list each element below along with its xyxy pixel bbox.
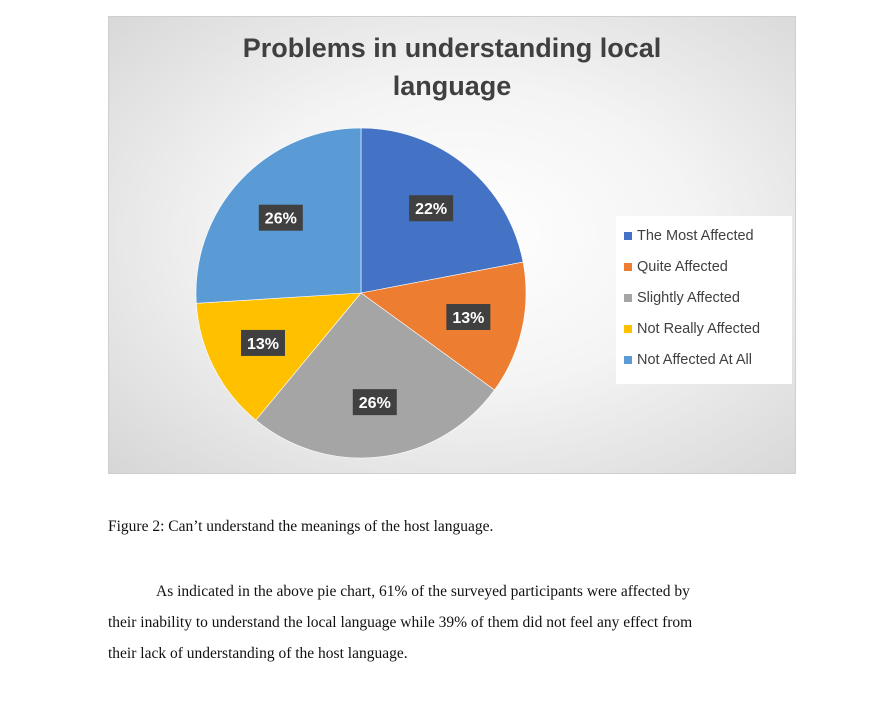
chart-title-line-2: language [392,71,512,101]
legend-label: Not Really Affected [637,321,761,337]
legend-swatch [624,325,632,333]
figure-caption: Figure 2: Can’t understand the meanings … [108,518,494,535]
legend-swatch [624,356,632,364]
legend-label: Quite Affected [637,259,728,275]
legend-label: Not Affected At All [637,352,753,368]
paragraph-line-3: their lack of understanding of the host … [108,645,408,662]
pie-label-the-most-affected: 22% [409,195,454,222]
legend-swatch [624,232,632,240]
legend-item-the-most-affected: The Most Affected [624,226,754,246]
pie-slice-slightly-affected [255,292,495,459]
legend-label: Slightly Affected [637,290,740,306]
pie-label-text: 26% [265,211,297,228]
pie-label-text: 22% [415,201,447,218]
legend-item-not-really-affected: Not Really Affected [624,319,760,339]
pie-label-background [258,204,303,231]
pie-label-not-really-affected: 13% [240,329,285,356]
pie-label-not-affected-at-all: 26% [258,204,303,231]
body-paragraph: As indicated in the above pie chart, 61%… [108,576,798,669]
pie-slice-not-really-affected [196,292,362,421]
pie-label-text: 26% [359,395,391,412]
legend-item-not-affected-at-all: Not Affected At All [624,350,752,370]
pie-label-background [352,389,397,416]
legend-swatch [624,263,632,271]
chart-title: Problems in understanding local language [109,29,795,105]
pie-label-background [240,329,285,356]
pie-slice-quite-affected [360,261,527,391]
legend-item-slightly-affected: Slightly Affected [624,288,740,308]
pie-label-text: 13% [452,310,484,327]
legend-label: The Most Affected [637,228,754,244]
paragraph-line-2: their inability to understand the local … [108,614,693,631]
pie-label-quite-affected: 13% [446,303,491,330]
chart-title-line-1: Problems in understanding local [242,33,662,63]
paragraph-line-1: As indicated in the above pie chart, 61%… [156,583,690,600]
legend-swatch [624,294,632,302]
chart-container: Problems in understanding local language… [108,16,796,474]
pie-label-slightly-affected: 26% [352,389,397,416]
pie-label-background [409,195,454,222]
pie-chart: 22% 13% 26% 13% 26% [195,127,527,459]
pie-label-background [446,303,491,330]
legend-item-quite-affected: Quite Affected [624,257,728,277]
chart-legend: The Most Affected Quite Affected Slightly … [616,216,792,384]
pie-label-text: 13% [247,336,279,353]
